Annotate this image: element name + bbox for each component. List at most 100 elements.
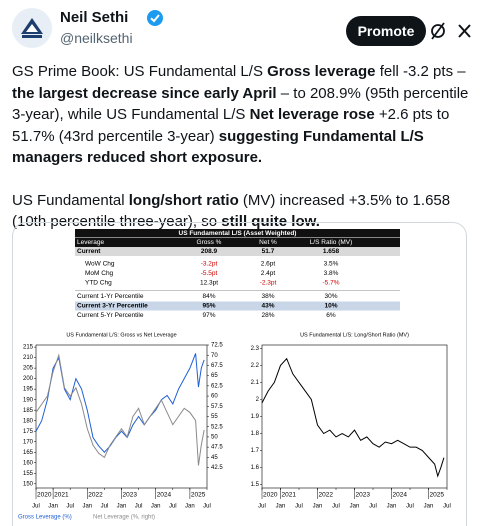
legend-entry: Net Leverage (%, right): [93, 515, 155, 521]
row-label: Current: [77, 248, 101, 255]
cell: 12.3pt: [200, 280, 218, 287]
verified-badge: [147, 10, 163, 26]
cell: 28%: [261, 312, 274, 319]
row-label: MoM Chg: [85, 270, 114, 277]
promote-button[interactable]: Promote: [346, 16, 426, 46]
paragraph: GS Prime Book: US Fundamental L/S Gross …: [12, 61, 474, 169]
y-tick-label: 165: [23, 450, 34, 456]
y2-tick-label: 55: [211, 414, 218, 420]
year-label: 2022: [319, 492, 334, 499]
legend-entry: Gross Leverage (%): [18, 515, 72, 521]
y2-tick-label: 57.5: [211, 404, 223, 410]
cell: -2.3pt: [260, 280, 277, 287]
x-tick-label: Jul: [332, 504, 340, 510]
grok-icon[interactable]: [431, 22, 445, 40]
x-tick-label: Jan: [350, 504, 360, 510]
y-tick-label: 160: [23, 460, 34, 466]
text-run: suggesting Fundamental L/S managers redu…: [12, 127, 424, 167]
y-tick-label: 185: [23, 408, 34, 414]
year-label: 2022: [88, 492, 103, 499]
cell: 10%: [324, 303, 337, 310]
avatar[interactable]: [12, 8, 52, 48]
text-run: the largest decrease since early April: [12, 84, 277, 102]
x-tick-label: Jul: [443, 504, 451, 510]
row-label: Current 1-Yr Percentile: [77, 293, 144, 300]
chart-title: US Fundamental L/S: Gross vs Net Leverag…: [66, 332, 176, 338]
y-tick-label: 215: [23, 345, 34, 351]
y-tick-label: 195: [23, 387, 34, 393]
series-line: [35, 353, 205, 466]
x-tick-label: Jan: [82, 504, 92, 510]
icons: [431, 22, 471, 40]
y-tick-label: 175: [23, 429, 34, 435]
year-label: 2025: [430, 492, 445, 499]
cell: 51.7: [262, 248, 275, 255]
cell: -3.2pt: [201, 261, 218, 268]
chart-title: US Fundamental L/S: Long/Short Ratio (MV…: [300, 332, 409, 338]
more-icon[interactable]: [458, 24, 471, 38]
text-run: Gross leverage: [267, 63, 376, 80]
y-tick-label: 200: [23, 376, 34, 382]
paragraph: US Fundamental long/short ratio (MV) inc…: [12, 190, 474, 233]
cell: 3.5%: [324, 261, 339, 268]
text-run: (MV) increased +3.5% to 1.658 (10th perc…: [12, 191, 451, 231]
y-tick-label: 1.5: [251, 482, 260, 488]
x-tick-label: Jul: [66, 504, 74, 510]
year-label: 2023: [123, 492, 138, 499]
y-tick-label: 2.2: [251, 363, 260, 369]
y2-tick-label: 45: [211, 455, 218, 461]
x-tick-label: Jul: [369, 504, 377, 510]
year-label: 2023: [356, 492, 371, 499]
cell: -5.5pt: [201, 270, 218, 277]
text-run: +2.6 pts to 51.7% (43rd percentile 3-yea…: [12, 106, 450, 145]
y-tick-label: 170: [23, 439, 34, 445]
y-tick-label: 1.6: [251, 465, 260, 471]
x-tick-label: Jan: [313, 504, 323, 510]
row-label: YTD Chg: [85, 280, 112, 287]
y-tick-label: 2.1: [251, 380, 260, 386]
x-tick-label: Jul: [101, 504, 109, 510]
y2-tick-label: 52.5: [211, 424, 223, 430]
tweet-image[interactable]: US Fundamental L/S (Asset Weighted) Lever…: [12, 222, 467, 526]
text-run: Net leverage rose: [249, 106, 375, 123]
cell: 30%: [324, 293, 337, 300]
y-tick-label: 155: [23, 471, 34, 477]
series-line: [261, 357, 445, 478]
year-label: 2024: [157, 492, 172, 499]
x-tick-label: Jul: [135, 504, 143, 510]
plot-frame: [35, 344, 208, 489]
y-tick-label: 190: [23, 397, 34, 403]
x-tick-label: Jul: [203, 504, 211, 510]
current-row-bg: [75, 247, 400, 256]
row-label: WoW Chg: [85, 261, 115, 268]
cell: 43%: [261, 303, 274, 310]
table-header: Gross %: [197, 239, 222, 246]
y-tick-label: 180: [23, 418, 34, 424]
user-name[interactable]: Neil Sethi: [60, 9, 129, 26]
y-tick-label: 2.3: [251, 346, 260, 352]
x-tick-label: Jan: [387, 504, 397, 510]
x-tick-label: Jul: [169, 504, 177, 510]
y-tick-label: 1.8: [251, 431, 260, 437]
cell: 208.9: [201, 248, 218, 255]
y-tick-label: 2: [256, 397, 260, 403]
cell: 6%: [326, 312, 336, 319]
year-label: 2021: [54, 492, 69, 499]
cell: 95%: [202, 303, 215, 310]
year-label: 2020: [263, 492, 278, 499]
x-tick-label: Jan: [48, 504, 58, 510]
x-tick-label: Jan: [185, 504, 195, 510]
y-tick-label: 205: [23, 366, 34, 372]
year-label: 2024: [393, 492, 408, 499]
table-header-bg: [75, 238, 400, 247]
table-header: L/S Ratio (MV): [310, 239, 353, 246]
text-run: fell -3.2 pts –: [375, 63, 466, 80]
text-run: GS Prime Book: US Fundamental L/S: [12, 63, 268, 80]
x-tick-label: Jul: [258, 504, 266, 510]
user-handle[interactable]: @neilksethi: [60, 30, 133, 46]
x-tick-label: Jan: [117, 504, 127, 510]
x-tick-label: Jan: [276, 504, 286, 510]
table-header: Leverage: [77, 239, 104, 246]
y2-tick-label: 65: [211, 373, 218, 379]
x-tick-label: Jul: [32, 504, 40, 510]
